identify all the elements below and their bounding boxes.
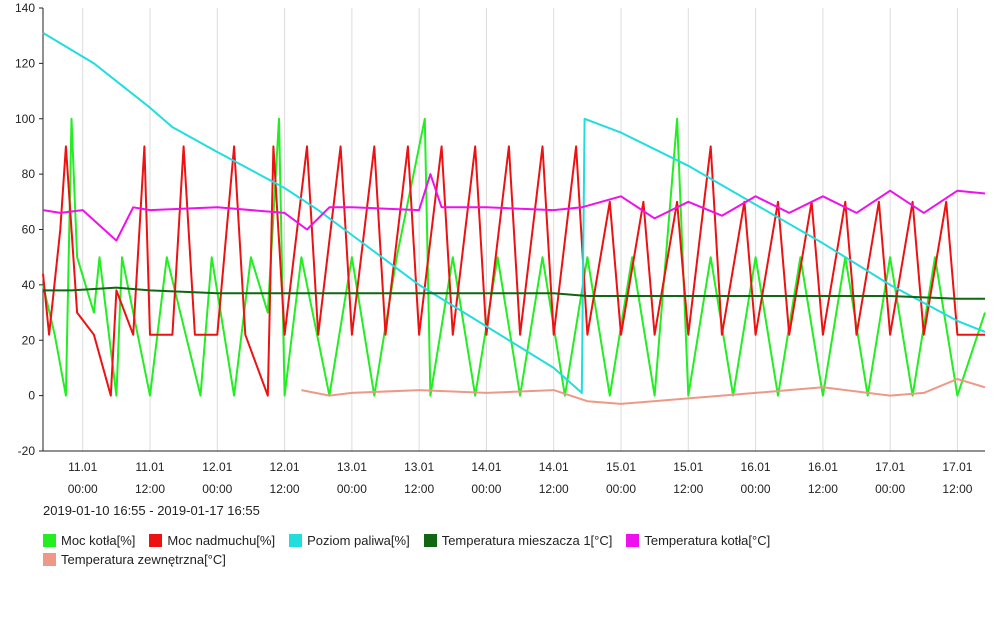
legend-label-3: Temperatura mieszacza 1[°C]	[441, 532, 613, 548]
legend-label-5: Temperatura zewnętrzna[°C]	[61, 551, 226, 567]
legend-item-4[interactable]: Temperatura kotła[°C]	[626, 532, 770, 548]
x-tick-time-9: 12:00	[673, 482, 703, 496]
x-tick-time-4: 00:00	[337, 482, 367, 496]
x-tick-time-11: 12:00	[808, 482, 838, 496]
y-tick-label-3: 40	[22, 278, 36, 292]
legend-swatch-4	[626, 533, 640, 547]
series-line-2	[42, 32, 986, 394]
y-tick-label-5: 80	[22, 167, 36, 181]
x-tick-time-12: 00:00	[875, 482, 905, 496]
legend-swatch-3	[423, 533, 437, 547]
y-tick-labels: -20 0 20 40 60 80 100 120 140	[15, 1, 35, 458]
series-lines	[42, 32, 986, 405]
x-tick-time-8: 00:00	[606, 482, 636, 496]
x-tick-day-10: 16.01	[741, 460, 771, 474]
y-tick-label-4: 60	[22, 223, 36, 237]
x-tick-day-1: 11.01	[135, 460, 164, 474]
y-tick-label-6: 100	[15, 112, 35, 126]
x-tick-day-9: 15.01	[673, 460, 703, 474]
x-tick-time-5: 12:00	[404, 482, 434, 496]
legend-item-0[interactable]: Moc kotła[%]	[43, 532, 135, 548]
axes	[39, 7, 985, 452]
x-tick-time-1: 12:00	[135, 482, 165, 496]
x-tick-day-7: 14.01	[539, 460, 569, 474]
legend-swatch-0	[43, 533, 56, 547]
series-line-5	[301, 378, 986, 405]
x-tick-time-7: 12:00	[539, 482, 569, 496]
y-tick-label-1: 0	[28, 389, 35, 403]
grid-lines	[82, 8, 958, 451]
legend-label-0: Moc kotła[%]	[61, 532, 136, 548]
x-tick-day-2: 12.01	[202, 460, 232, 474]
x-tick-time-6: 00:00	[471, 482, 501, 496]
y-tick-label-0: -20	[18, 444, 36, 458]
legend-item-1[interactable]: Moc nadmuchu[%]	[149, 532, 275, 548]
x-tick-day-0: 11.01	[68, 460, 97, 474]
x-tick-day-8: 15.01	[606, 460, 636, 474]
x-tick-time-10: 00:00	[741, 482, 771, 496]
legend-swatch-1	[149, 533, 163, 547]
legend-item-3[interactable]: Temperatura mieszacza 1[°C]	[423, 532, 613, 548]
series-line-3	[43, 286, 985, 300]
x-tick-time-2: 00:00	[202, 482, 232, 496]
x-tick-day-5: 13.01	[404, 460, 434, 474]
legend-item-2[interactable]: Poziom paliwa[%]	[289, 532, 410, 548]
x-tick-time-0: 00:00	[68, 482, 98, 496]
date-range-label: 2019-01-10 16:55 - 2019-01-17 16:55	[43, 503, 260, 518]
x-tick-labels: 11.01 00:00 11.01 12:00 12.01 00:00 12.01 12:00…	[68, 460, 973, 496]
y-tick-label-8: 140	[15, 1, 35, 15]
x-tick-day-12: 17.01	[875, 460, 905, 474]
legend-item-5[interactable]: Temperatura zewnętrzna[°C]	[43, 551, 226, 567]
legend: Moc kotła[%] Moc nadmuchu[%] Poziom paliwa…	[43, 532, 843, 570]
legend-label-1: Moc nadmuchu[%]	[167, 532, 276, 548]
x-tick-time-3: 12:00	[270, 482, 300, 496]
x-tick-day-13: 17.01	[942, 460, 972, 474]
series-line-4	[42, 173, 986, 242]
series-line-0	[42, 117, 986, 397]
line-chart: -20 0 20 40 60 80 100 120 140 11.01 00:00 11.01 12:…	[15, 1, 986, 496]
legend-swatch-5	[43, 552, 56, 566]
y-tick-label-2: 20	[22, 333, 36, 347]
x-tick-time-13: 12:00	[942, 482, 972, 496]
x-tick-day-4: 13.01	[337, 460, 367, 474]
x-tick-day-11: 16.01	[808, 460, 838, 474]
x-tick-day-6: 14.01	[471, 460, 501, 474]
legend-label-2: Poziom paliwa[%]	[307, 532, 410, 548]
x-tick-day-3: 12.01	[270, 460, 300, 474]
legend-label-4: Temperatura kotła[°C]	[644, 532, 771, 548]
legend-swatch-2	[289, 533, 303, 547]
y-tick-label-7: 120	[15, 56, 35, 70]
